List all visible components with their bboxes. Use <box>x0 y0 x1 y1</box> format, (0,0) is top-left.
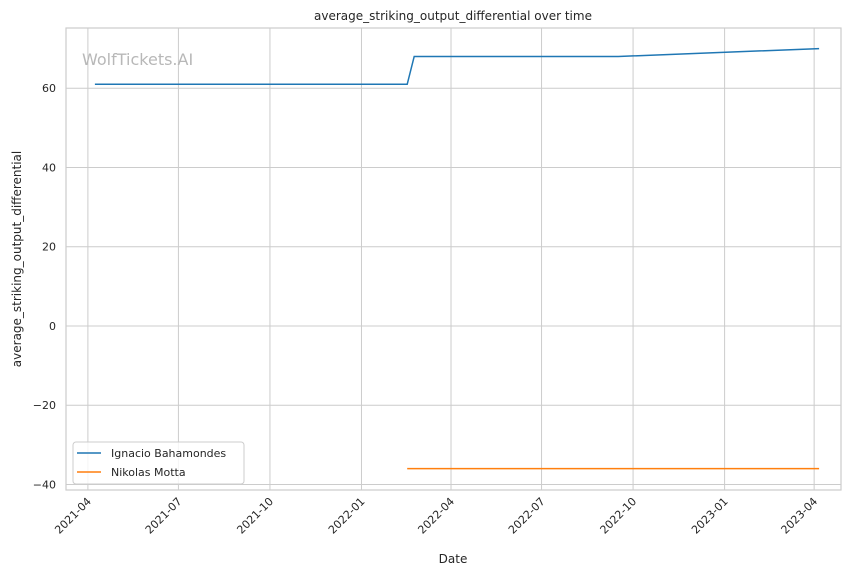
legend-label: Ignacio Bahamondes <box>111 447 226 460</box>
x-tick-label: 2022-10 <box>597 495 639 537</box>
x-axis-label: Date <box>439 552 468 566</box>
x-tick-label: 2022-07 <box>506 495 548 537</box>
x-axis-ticks: 2021-04 2021-07 2021-10 2022-01 2022-04 2022-… <box>52 495 820 537</box>
chart-title: average_striking_output_differential ove… <box>314 9 592 23</box>
y-axis-ticks: −40 −20 0 20 40 60 <box>33 82 56 491</box>
y-tick-label: −40 <box>33 478 56 491</box>
y-axis-label: average_striking_output_differential <box>10 151 24 367</box>
x-tick-label: 2023-04 <box>779 495 821 537</box>
y-tick-label: 40 <box>42 161 56 174</box>
x-tick-label: 2022-04 <box>415 495 457 537</box>
x-tick-label: 2023-01 <box>689 495 731 537</box>
y-tick-label: 60 <box>42 82 56 95</box>
legend-label: Nikolas Motta <box>111 466 186 479</box>
x-tick-label: 2021-10 <box>234 495 276 537</box>
series-line-0 <box>94 47 820 86</box>
legend-box <box>72 441 245 485</box>
watermark: WolfTickets.AI <box>82 50 193 69</box>
plot-frame <box>65 27 842 491</box>
y-tick-label: 20 <box>42 241 56 254</box>
y-tick-label: 0 <box>49 320 56 333</box>
series-lines <box>94 47 820 470</box>
x-tick-label: 2021-04 <box>52 495 94 537</box>
y-tick-label: −20 <box>33 399 56 412</box>
x-tick-label: 2022-01 <box>326 495 368 537</box>
grid <box>66 28 841 490</box>
x-tick-label: 2021-07 <box>143 495 185 537</box>
legend: Ignacio Bahamondes Nikolas Motta <box>72 441 245 485</box>
